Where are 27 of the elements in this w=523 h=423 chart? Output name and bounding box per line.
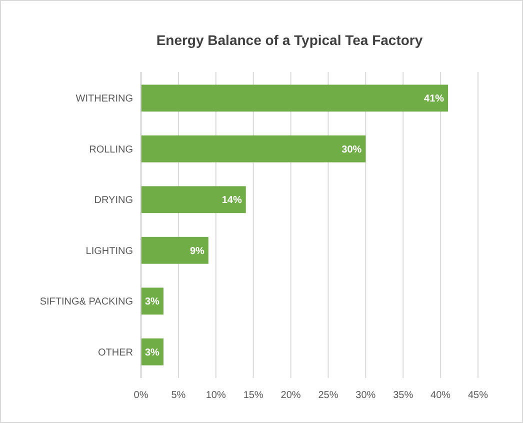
y-tick-label: ROLLING [89,144,134,156]
y-tick-label: OTHER [98,347,133,358]
x-tick-label: 10% [206,390,226,401]
data-label: 3% [145,296,160,308]
data-label: 14% [222,195,242,206]
chart-title: Energy Balance of a Typical Tea Factory [156,32,423,48]
y-tick-label: WITHERING [76,94,134,105]
x-tick-label: 30% [356,390,376,401]
bar [141,236,208,264]
data-label: 9% [190,246,205,257]
bar [141,84,448,112]
x-tick-label: 35% [393,390,414,401]
y-tick-label: LIGHTING [86,246,134,257]
x-tick-label: 15% [243,390,264,401]
y-tick-label: SIFTING& PACKING [40,296,134,308]
x-tick-label: 20% [280,390,301,401]
x-tick-label: 40% [430,390,451,401]
y-tick-label: DRYING [94,195,134,206]
data-label: 41% [424,94,444,105]
x-tick-label: 45% [468,390,488,401]
x-tick-label: 5% [171,390,186,401]
data-label: 3% [145,347,160,358]
data-label: 30% [342,144,362,156]
bar [141,186,246,214]
x-tick-label: 0% [134,390,148,401]
bar [141,135,366,162]
x-tick-label: 25% [318,390,338,401]
